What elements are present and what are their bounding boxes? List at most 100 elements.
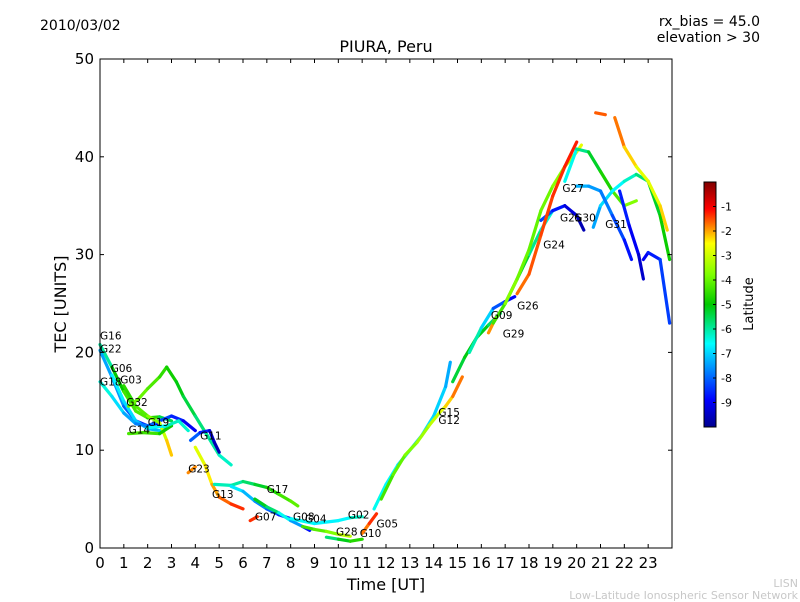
x-tick-label: 3 [167, 554, 177, 572]
series-g02 [289, 515, 364, 526]
satellite-label: G04 [305, 514, 327, 526]
series-segment [146, 424, 169, 430]
y-tick-label: 20 [75, 343, 94, 361]
satellite-label: G13 [212, 489, 234, 501]
satellite-label: G24 [543, 240, 565, 252]
series-segment [348, 537, 364, 543]
satellite-label: G17 [267, 484, 289, 496]
series-g30 [515, 140, 579, 296]
series-segment [467, 326, 483, 354]
colorbar-tick-label: -8 [721, 372, 732, 385]
series-segment [110, 373, 126, 403]
series-segment [165, 365, 178, 384]
series-segment [265, 485, 281, 496]
series-g26 [467, 295, 517, 354]
series-segment [229, 479, 245, 487]
series-segment [563, 147, 579, 183]
series-segment [134, 422, 150, 428]
series-segment [403, 440, 419, 457]
x-tick-label: 4 [191, 554, 201, 572]
series-segment [212, 440, 221, 454]
series-segment [610, 213, 626, 242]
series-segment [427, 409, 443, 428]
x-tick-label: 0 [95, 554, 105, 572]
series-segment [591, 204, 603, 229]
series-segment [515, 248, 531, 281]
series-segment [146, 414, 162, 425]
x-tick-label: 23 [639, 554, 658, 572]
series-g12 [379, 375, 464, 501]
series-g35 [641, 251, 672, 325]
x-tick-label: 16 [472, 554, 491, 572]
x-tick-label: 12 [376, 554, 395, 572]
y-axis-label: TEC [UNITS] [51, 256, 70, 354]
colorbar: -9 -8 -7 -6 -5 -4 -3 -2 -1 Latitude [703, 181, 757, 428]
series-segment [360, 521, 371, 535]
series-segment [241, 479, 257, 486]
series-segment [324, 535, 340, 541]
satellite-label: G14 [129, 425, 151, 437]
series-segment [198, 429, 212, 435]
y-tick-label: 0 [84, 539, 94, 557]
satellite-label: G05 [377, 519, 399, 531]
satellite-label: G28 [336, 526, 358, 538]
series-segment [189, 431, 202, 442]
x-tick-label: 8 [286, 554, 296, 572]
series-segment [98, 380, 114, 398]
series-segment [348, 515, 364, 520]
series-segment [586, 184, 603, 193]
satellite-label: G08 [293, 512, 315, 524]
series-segment [229, 502, 245, 511]
series-segment [627, 223, 641, 257]
x-tick-label: 19 [543, 554, 562, 572]
series-segment [158, 424, 174, 436]
series-g13 [193, 445, 245, 511]
x-tick-label: 20 [567, 554, 586, 572]
series-g18 [98, 380, 197, 433]
series-segment [444, 394, 455, 408]
series-segment [253, 497, 269, 509]
colorbar-tick-label: -9 [721, 397, 732, 410]
series-g07 [248, 515, 259, 523]
series-segment [503, 277, 519, 306]
colorbar-tick-label: -5 [721, 299, 732, 312]
x-tick-label: 9 [310, 554, 320, 572]
y-tick-label: 30 [75, 246, 94, 264]
series-segment [491, 299, 507, 310]
series-segment [563, 204, 579, 218]
series-segment [217, 495, 233, 506]
series-segment [658, 257, 672, 325]
x-tick-label: 1 [119, 554, 129, 572]
series-segment [289, 499, 300, 508]
footer-lisn: LISN [773, 577, 798, 590]
series-segment [563, 140, 579, 169]
satellite-label: G09 [491, 310, 513, 322]
x-tick-label: 10 [329, 554, 348, 572]
series-segment [479, 306, 495, 330]
series-segment [127, 397, 140, 408]
colorbar-label: Latitude [742, 277, 757, 331]
series-segment [336, 516, 352, 523]
colorbar-tick-label: -2 [721, 225, 732, 238]
colorbar-tick-label: -4 [721, 274, 732, 287]
series-segment [203, 463, 214, 486]
series-segment [241, 489, 257, 503]
series-segment [451, 375, 464, 398]
series-segment [122, 399, 138, 423]
series-segment [146, 375, 162, 391]
series-segment [613, 116, 626, 149]
series-segment [98, 343, 114, 369]
series-g16 [98, 343, 174, 423]
series-segment [127, 431, 145, 436]
series-segment [622, 238, 634, 262]
series-segment [527, 209, 543, 252]
series-segment [208, 429, 216, 444]
satellite-label: G31 [605, 219, 627, 231]
series-segment [379, 473, 395, 501]
series-segment [205, 433, 221, 457]
date-label: 2010/03/02 [40, 18, 121, 34]
series-segment [372, 482, 388, 511]
x-tick-label: 15 [448, 554, 467, 572]
series-segment [277, 492, 293, 503]
